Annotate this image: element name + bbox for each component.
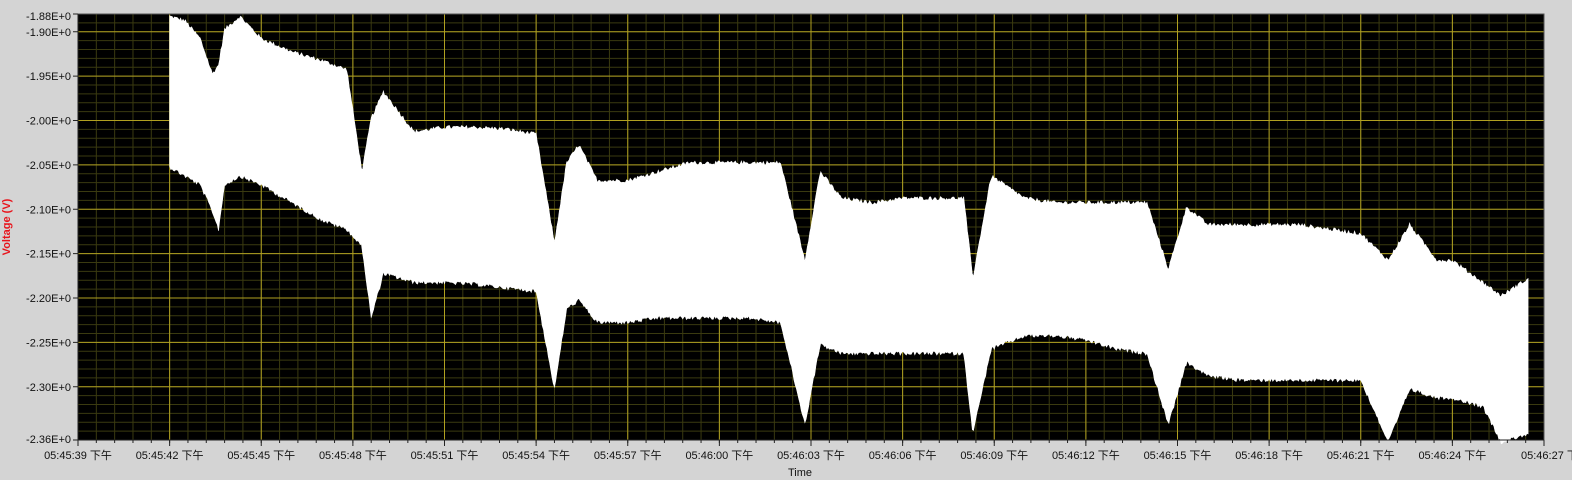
x-tick-label: 05:46:24 下午 bbox=[1418, 449, 1486, 462]
x-tick-label: 05:46:06 下午 bbox=[869, 449, 937, 462]
x-tick-label: 05:45:51 下午 bbox=[411, 449, 479, 462]
y-tick-label: -1.88E+0 bbox=[26, 11, 71, 23]
x-tick-label: 05:46:21 下午 bbox=[1327, 449, 1395, 462]
x-tick-label: 05:46:18 下午 bbox=[1235, 449, 1303, 462]
x-axis: 05:45:39 下午 05:45:42 下午 05:45:45 下午 05:45:4… bbox=[44, 439, 1572, 462]
x-tick-label: 05:45:45 下午 bbox=[227, 449, 295, 462]
y-tick-label: -2.25E+0 bbox=[26, 337, 71, 349]
y-tick-label: -1.95E+0 bbox=[26, 71, 71, 83]
y-axis-title: Voltage (V) bbox=[1, 198, 13, 255]
y-tick-label: -1.90E+0 bbox=[26, 27, 71, 39]
y-tick-label: -2.10E+0 bbox=[26, 204, 71, 216]
y-tick-label: -2.00E+0 bbox=[26, 116, 71, 128]
x-tick-label: 05:46:12 下午 bbox=[1052, 449, 1120, 462]
x-tick-label: 05:45:54 下午 bbox=[502, 449, 570, 462]
y-tick-label: -2.20E+0 bbox=[26, 293, 71, 305]
x-tick-label: 05:46:09 下午 bbox=[960, 449, 1028, 462]
y-tick-label: -2.05E+0 bbox=[26, 160, 71, 172]
y-tick-label: -2.36E+0 bbox=[26, 434, 71, 446]
x-tick-label: 05:45:42 下午 bbox=[136, 449, 204, 462]
x-tick-label: 05:46:03 下午 bbox=[777, 449, 845, 462]
x-tick-label: 05:46:27 下午 bbox=[1521, 449, 1572, 462]
y-axis: -1.88E+0 -1.90E+0 -1.95E+0 -2.00E+0 -2.05E+0… bbox=[26, 11, 79, 446]
y-tick-label: -2.15E+0 bbox=[26, 249, 71, 261]
voltage-series-envelope bbox=[169, 15, 1529, 445]
x-tick-label: 05:45:39 下午 bbox=[44, 449, 112, 462]
x-tick-label: 05:45:57 下午 bbox=[594, 449, 662, 462]
x-tick-label: 05:46:15 下午 bbox=[1144, 449, 1212, 462]
x-tick-label: 05:46:00 下午 bbox=[685, 449, 753, 462]
x-axis-title: Time bbox=[788, 467, 812, 479]
x-tick-label: 05:45:48 下午 bbox=[319, 449, 387, 462]
y-tick-label: -2.30E+0 bbox=[26, 382, 71, 394]
